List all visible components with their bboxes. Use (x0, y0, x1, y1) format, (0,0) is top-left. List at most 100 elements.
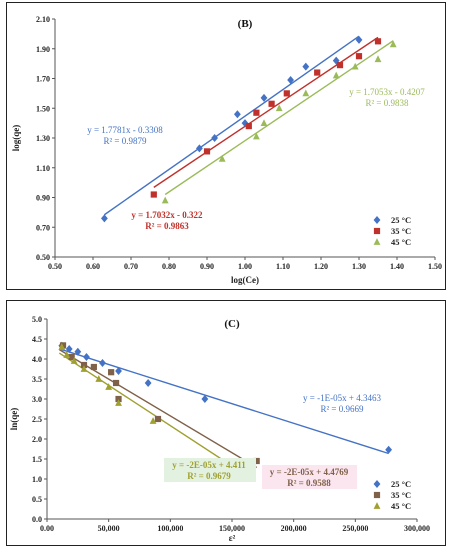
chart-b-x-axis-label: log(Ce) (231, 275, 259, 285)
chart-b-y-tick-label: 1.10 (36, 164, 50, 173)
chart-c-r2-3: R² = 0.9679 (187, 471, 231, 481)
chart-b-y-tick-label: 0.90 (36, 194, 50, 203)
chart-b-point-s3 (332, 71, 340, 79)
chart-c-y-tick-label: 1.5 (32, 455, 42, 464)
chart-b-point-s3 (374, 55, 382, 63)
chart-c-point-s2 (112, 379, 120, 387)
chart-c-point-s3 (70, 357, 78, 364)
chart-b-equation-1: y = 1.7781x - 0.3308 (87, 125, 163, 135)
chart-c-y-tick-label: 5.0 (32, 315, 42, 324)
chart-b-y-tick-label: 2.10 (36, 15, 50, 24)
chart-b-y-tick-label: 1.70 (36, 75, 50, 84)
chart-c-x-axis-label: ε² (229, 533, 236, 543)
chart-b-equation-2: y = 1.7032x - 0.322 (131, 210, 203, 220)
chart-b-point-s2 (355, 53, 363, 60)
chart-b-title: (B) (238, 18, 253, 30)
chart-b-point-s1 (196, 144, 203, 153)
chart-b-point-s2 (283, 90, 290, 97)
chart-c-x-tick-label: 50,000 (98, 524, 120, 533)
chart-b-legend-label-2: 35 °C (391, 226, 411, 236)
chart-c-point-s1 (201, 395, 209, 403)
chart-c-point-s2 (90, 363, 97, 371)
chart-b-r2-3: R² = 0.9838 (365, 98, 409, 108)
chart-c-y-tick-label: 2.5 (32, 415, 42, 424)
chart-c-point-s1 (115, 367, 122, 375)
chart-b-x-tick-label: 1.40 (390, 262, 404, 271)
chart-b-point-s2 (203, 148, 211, 155)
chart-b-point-s1 (287, 75, 294, 84)
chart-c-point-s1 (385, 445, 393, 454)
chart-c-equation-3: y = -2E-05x + 4.411 (172, 460, 246, 470)
chart-b-point-s2 (268, 100, 275, 107)
chart-c-trendline-3 (58, 352, 248, 477)
chart-c-point-s3 (149, 417, 157, 424)
chart-b-x-tick-label: 1.00 (238, 262, 252, 271)
chart-c-point-s2 (154, 415, 162, 423)
chart-c-point-s3 (115, 399, 122, 406)
chart-b-point-s3 (218, 154, 226, 162)
chart-c-point-s2 (80, 361, 88, 369)
chart-c-y-tick-label: 0.5 (32, 495, 42, 504)
chart-b-legend-label-3: 45 °C (391, 237, 411, 247)
chart-b-legend-marker-2 (373, 227, 381, 235)
chart-c-point-s3 (105, 383, 113, 390)
chart-c-point-s3 (58, 343, 66, 350)
chart-b-x-tick-label: 0.80 (162, 262, 176, 271)
chart-b-point-s1 (101, 214, 108, 223)
chart-b-x-tick-label: 0.50 (48, 262, 62, 271)
chart-c-point-s1 (99, 359, 106, 367)
chart-c-legend-marker-3 (373, 502, 381, 509)
chart-b-trendline-2 (153, 36, 379, 188)
chart-c-point-s1 (144, 379, 152, 387)
chart-b-x-tick-label: 0.70 (124, 262, 138, 271)
chart-b-x-tick-label: 1.10 (276, 262, 290, 271)
chart-c-point-s3 (63, 351, 71, 358)
chart-c-equation-box-2 (262, 465, 357, 489)
chart-b-y-tick-label: 1.90 (36, 45, 50, 54)
chart-b-legend-marker-3 (373, 238, 381, 245)
chart-b-legend-label-1: 25 °C (391, 215, 411, 225)
chart-c-title: (C) (224, 318, 240, 330)
chart-b-point-s3 (275, 104, 283, 112)
chart-b-point-s1 (234, 110, 241, 119)
chart-b-point-s2 (314, 69, 321, 76)
chart-c-x-tick-label: 100,000 (157, 524, 183, 533)
chart-c-y-axis-label: ln(qe) (9, 408, 19, 431)
chart-c-r2-1: R² = 0.9669 (320, 404, 364, 414)
chart-c-y-tick-label: 2.0 (32, 435, 42, 444)
chart-c-legend-label-1: 25 °C (391, 479, 411, 489)
chart-b-point-s2 (253, 109, 260, 116)
chart-b-point-s2 (336, 62, 344, 69)
chart-b-point-s3 (351, 62, 359, 70)
chart-b-r2-1: R² = 0.9879 (103, 136, 147, 146)
chart-b-y-axis-label: log(qe) (11, 125, 21, 152)
chart-c-x-tick-label: 250,000 (342, 524, 368, 533)
chart-b-y-tick-label: 0.50 (36, 253, 50, 262)
chart-c-y-tick-label: 1.0 (32, 475, 42, 484)
chart-b: 0.50 0.60 0.70 0.80 0.90 1.00 1.10 1.20 1.30 1.40… (11, 15, 442, 285)
chart-c-point-s1 (65, 345, 73, 353)
chart-c-trendline-1 (59, 348, 389, 455)
chart-c-trendline-2 (58, 349, 258, 469)
chart-c-legend-label-2: 35 °C (391, 490, 411, 500)
chart-c-point-s2 (59, 342, 67, 349)
chart-c-point-s3 (95, 375, 103, 382)
chart-c-point-s2 (253, 457, 260, 465)
chart-b-x-tick-label: 0.90 (200, 262, 214, 271)
chart-b-point-s1 (211, 134, 218, 142)
chart-c-legend-marker-2 (373, 491, 381, 499)
chart-c-x-tick-label: 300,000 (404, 524, 430, 533)
chart-c-y-tick-label: 4.5 (32, 335, 42, 344)
chart-b-y-tick-label: 1.30 (36, 134, 50, 143)
chart-b-point-s3 (161, 196, 169, 204)
chart-b-x-tick-label: 0.60 (86, 262, 100, 271)
chart-c-point-s2 (115, 395, 122, 403)
chart-c-y-tick-label: 3.5 (32, 375, 42, 384)
chart-b-y-tick-label: 1.50 (36, 104, 50, 113)
chart-b-point-s3 (253, 132, 260, 140)
chart-c-panel: 0.00 50,000 100,000 150,000 200,000 250,000 30… (6, 300, 446, 546)
chart-c-y-tick-label: 0.0 (32, 515, 42, 524)
chart-b-point-s3 (302, 89, 310, 97)
chart-c-y-tick-label: 3.0 (32, 395, 42, 404)
chart-c-equation-box-3 (164, 458, 256, 482)
